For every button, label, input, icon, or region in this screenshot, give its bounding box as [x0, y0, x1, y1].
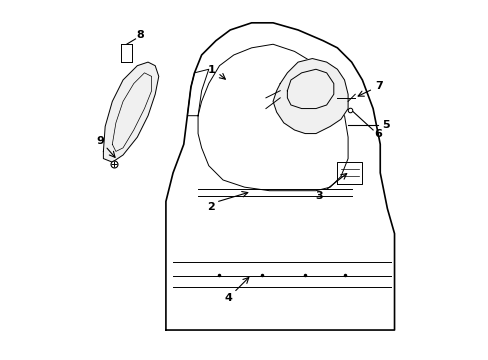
Polygon shape	[272, 59, 347, 134]
Text: 6: 6	[374, 129, 382, 139]
Text: 5: 5	[381, 120, 388, 130]
Text: 4: 4	[224, 293, 232, 303]
Text: 9: 9	[97, 136, 104, 146]
Text: 2: 2	[207, 202, 215, 212]
Text: 7: 7	[374, 81, 382, 91]
Text: 3: 3	[315, 191, 323, 201]
Polygon shape	[103, 62, 159, 162]
Text: 1: 1	[207, 65, 215, 75]
Text: 8: 8	[136, 30, 144, 40]
